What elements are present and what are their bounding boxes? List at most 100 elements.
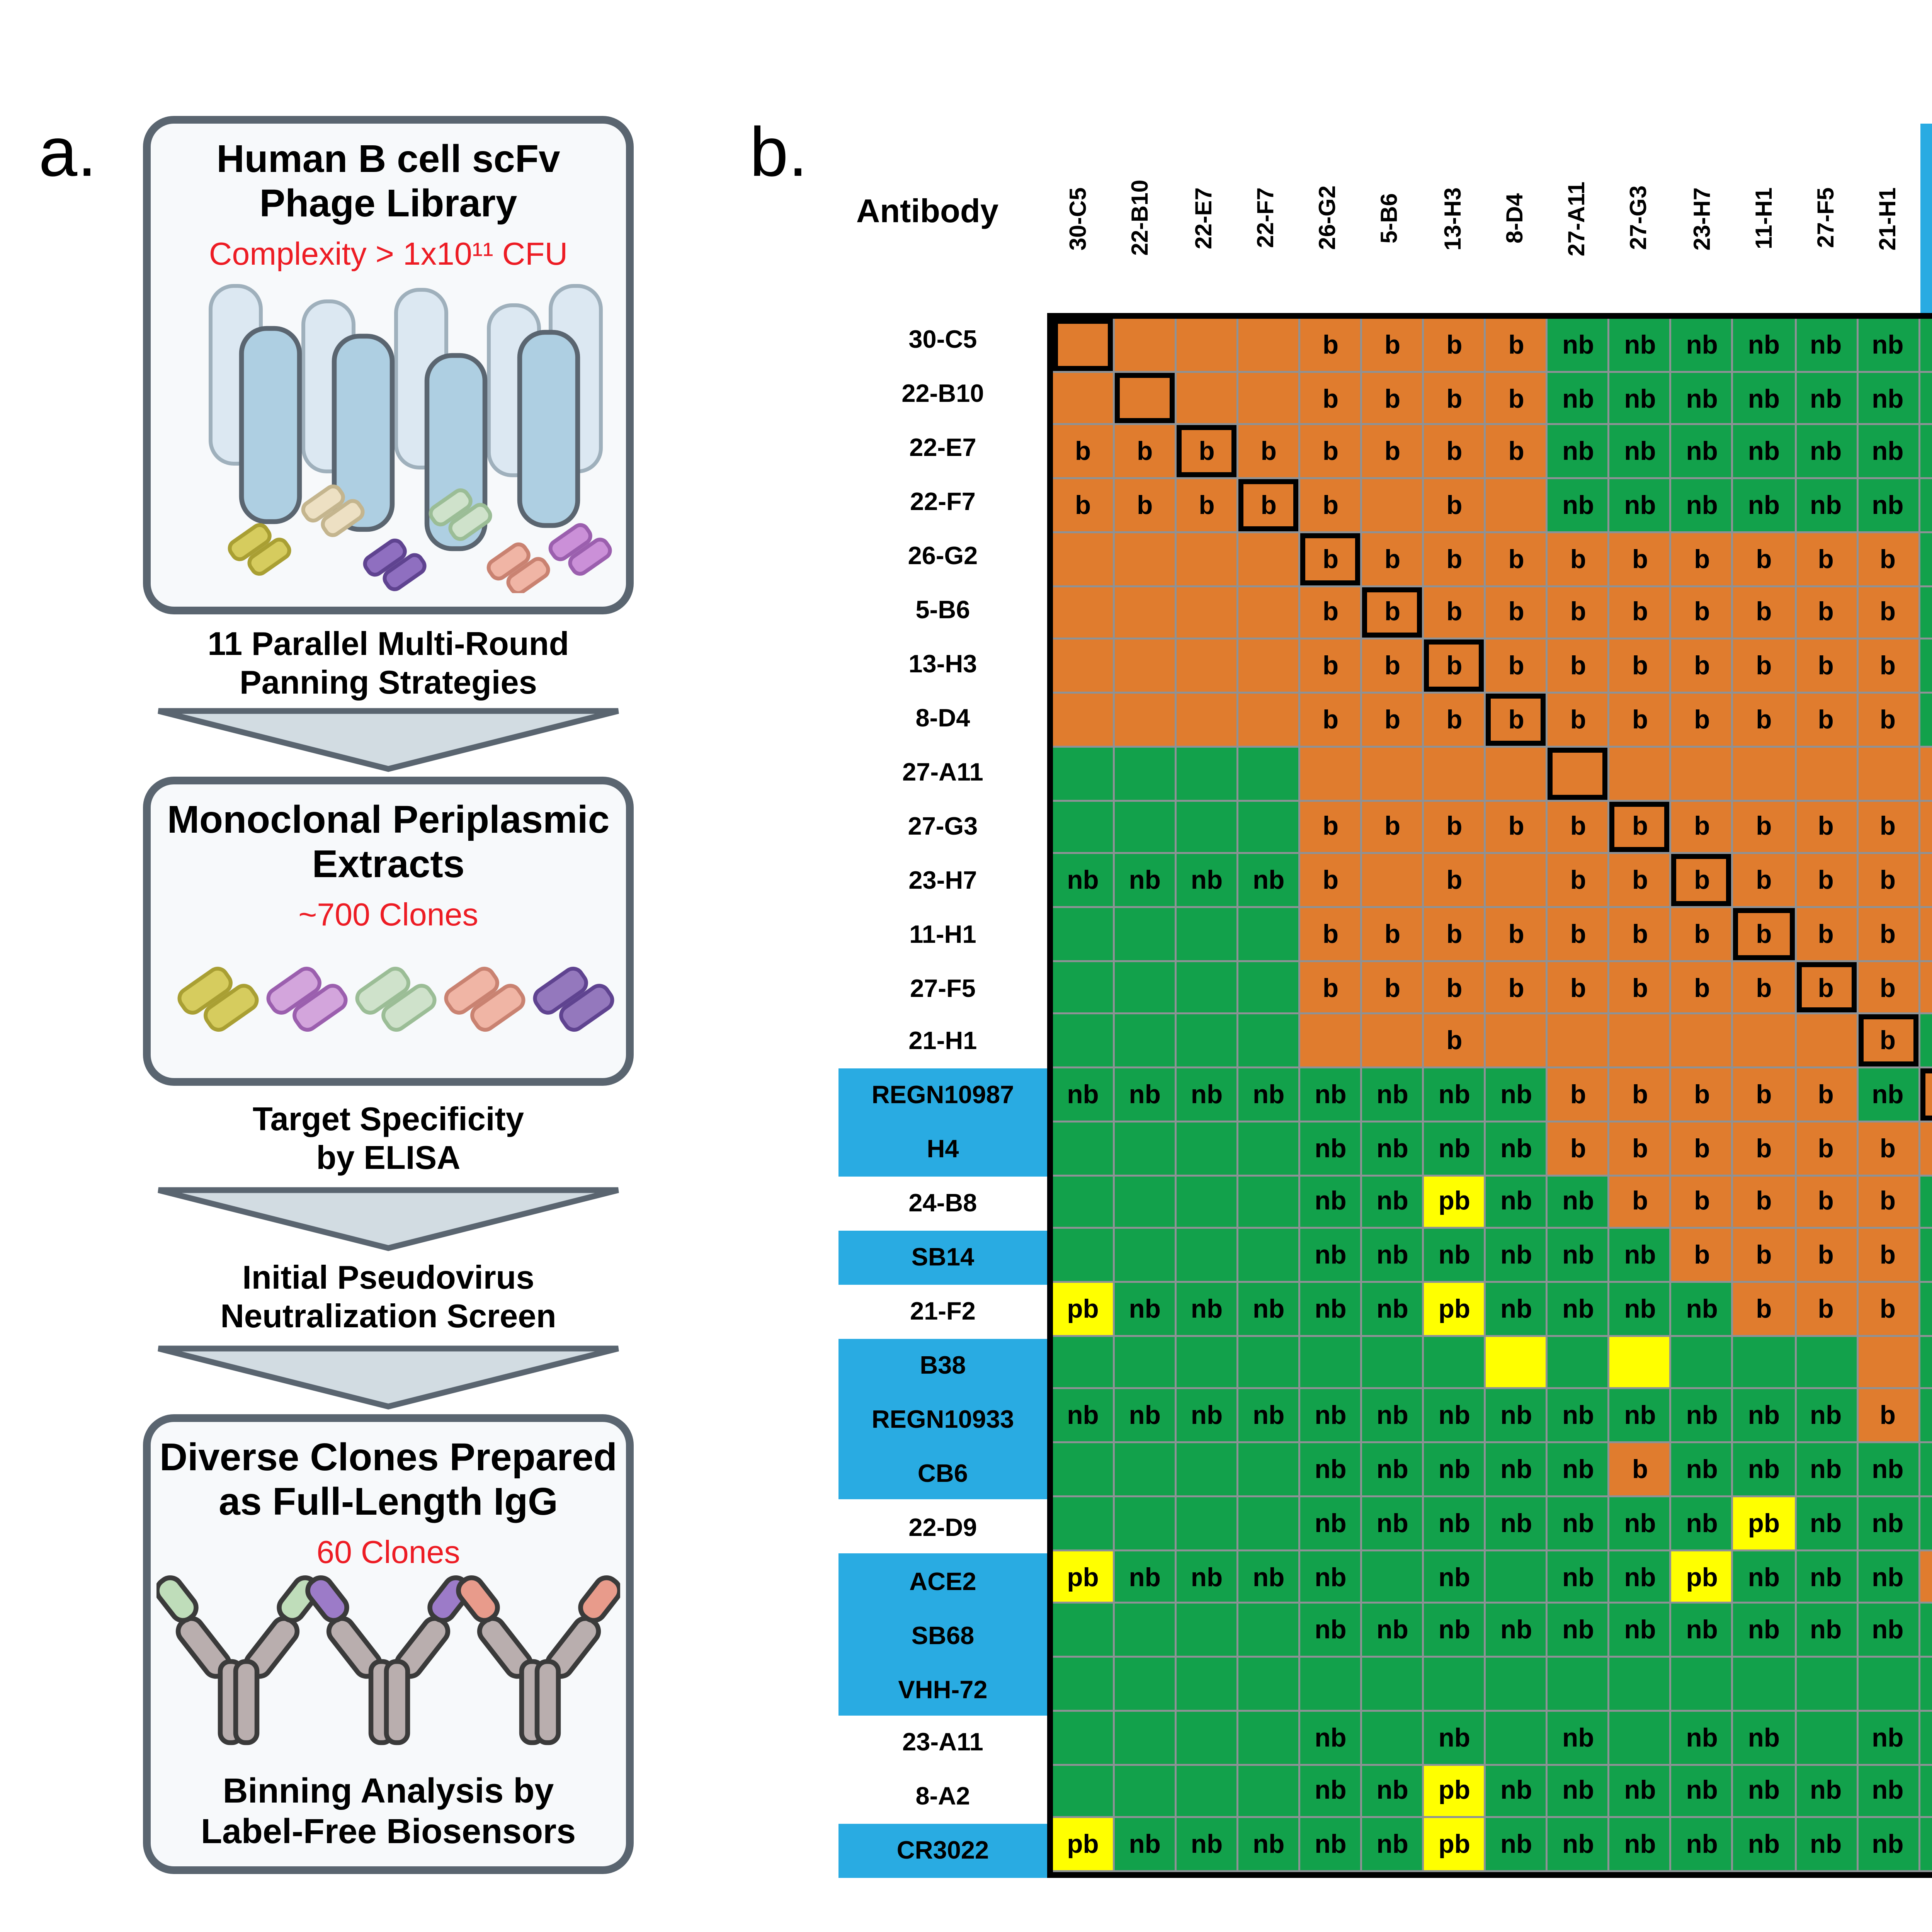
cell-27-G3-vs-27-A11: b: [1548, 801, 1610, 855]
cell-REGN10987-vs-13-H3: nb: [1424, 1068, 1486, 1122]
cell-21-H1-vs-8-D4: [1486, 1015, 1548, 1069]
cell-27-G3-vs-13-H3: b: [1424, 801, 1486, 855]
cell-22-D9-vs-22-B10: [1115, 1497, 1177, 1551]
cell-CR3022-vs-11-H1: nb: [1734, 1818, 1796, 1872]
cell-B38-vs-8-D4: [1486, 1336, 1548, 1390]
cell-24-B8-vs-11-H1: b: [1734, 1175, 1796, 1230]
cell-24-B8-vs-22-F7: [1238, 1175, 1301, 1230]
cell-REGN10987-vs-27-G3: b: [1610, 1068, 1672, 1122]
cell-8-D4-vs-27-G3: b: [1610, 694, 1672, 747]
cell-23-H7-vs-22-E7: nb: [1177, 854, 1239, 908]
cell-CB6-vs-11-H1: nb: [1734, 1444, 1796, 1497]
cell-22-F7-vs-21-H1: nb: [1857, 479, 1920, 533]
cell-SB68-vs-27-A11: nb: [1548, 1604, 1610, 1658]
cell-SB14-vs-27-A11: nb: [1548, 1229, 1610, 1283]
cell-22-B10-vs-27-A11: nb: [1548, 372, 1610, 426]
cell-26-G2-vs-27-G3: b: [1610, 533, 1672, 587]
cell-27-F5-vs-13-H3: b: [1424, 961, 1486, 1015]
cell-21-H1-vs-23-H7: [1672, 1015, 1734, 1069]
cell-21-F2-vs-27-G3: nb: [1610, 1283, 1672, 1337]
cell-13-H3-vs-27-A11: b: [1548, 640, 1610, 694]
cell-SB14-vs-22-B10: [1115, 1229, 1177, 1283]
cell-27-F5-vs-22-F7: [1238, 961, 1301, 1015]
cell-5-B6-vs-30-C5: [1053, 587, 1115, 640]
cell-ACE2-vs-26-G2: nb: [1300, 1551, 1363, 1604]
row-label-24-B8: 24-B8: [908, 1189, 977, 1218]
cell-13-H3-vs-27-G3: b: [1610, 640, 1672, 694]
cell-13-H3-vs-11-H1: b: [1734, 640, 1796, 694]
cell-H4-vs-11-H1: b: [1734, 1122, 1796, 1176]
cell-26-G2-vs-8-D4: b: [1486, 533, 1548, 587]
cell-26-G2-vs-27-F5: b: [1796, 533, 1858, 587]
cell-ACE2-vs-21-H1: nb: [1857, 1551, 1920, 1604]
row-label-REGN10933: REGN10933: [838, 1392, 1047, 1446]
cell-27-A11-vs-22-E7: [1177, 747, 1239, 801]
row-label-22-D9: 22-D9: [908, 1512, 977, 1541]
cell-27-A11-vs-26-G2: [1300, 747, 1363, 801]
cell-SB14-vs-11-H1: b: [1734, 1229, 1796, 1283]
cell-27-A11-vs-27-G3: [1610, 747, 1672, 801]
column-header-13-H3: 13-H3: [1439, 187, 1466, 250]
cell-22-D9-vs-30-C5: [1053, 1497, 1115, 1551]
cell-CR3022-vs-22-F7: nb: [1238, 1818, 1301, 1872]
cell-CB6-vs-22-E7: [1177, 1444, 1239, 1497]
cell-22-B10-vs-26-G2: b: [1300, 372, 1363, 426]
cell-5-B6-vs-5-B6: b: [1362, 587, 1425, 640]
cell-H4-vs-30-C5: [1053, 1122, 1115, 1176]
cell-27-A11-vs-REGN10987: b: [1919, 747, 1932, 801]
cell-22-E7-vs-27-A11: nb: [1548, 426, 1610, 480]
cell-SB14-vs-5-B6: nb: [1362, 1229, 1425, 1283]
cell-8-A2-vs-27-F5: nb: [1796, 1765, 1858, 1819]
cell-30-C5-vs-REGN10987: nb: [1919, 319, 1932, 372]
row-label-26-G2: 26-G2: [908, 541, 978, 570]
row-label-CR3022: CR3022: [838, 1823, 1047, 1878]
cell-22-E7-vs-22-E7: b: [1177, 426, 1239, 480]
cell-21-F2-vs-27-F5: b: [1796, 1283, 1858, 1337]
cell-B38-vs-11-H1: [1734, 1336, 1796, 1390]
cell-5-B6-vs-27-F5: b: [1796, 587, 1858, 640]
cell-ACE2-vs-13-H3: nb: [1424, 1551, 1486, 1604]
cell-24-B8-vs-21-H1: b: [1857, 1175, 1920, 1230]
cell-REGN10933-vs-13-H3: nb: [1424, 1390, 1486, 1444]
cell-13-H3-vs-27-F5: b: [1796, 640, 1858, 694]
cell-21-H1-vs-REGN10987: nb: [1919, 1015, 1932, 1069]
cell-SB68-vs-13-H3: nb: [1424, 1604, 1486, 1658]
cell-11-H1-vs-30-C5: [1053, 908, 1115, 962]
cell-22-B10-vs-11-H1: nb: [1734, 372, 1796, 426]
cell-CR3022-vs-13-H3: pb: [1424, 1818, 1486, 1872]
cell-REGN10933-vs-22-B10: nb: [1115, 1390, 1177, 1444]
cell-ACE2-vs-27-F5: nb: [1796, 1551, 1858, 1604]
cell-22-F7-vs-REGN10987: nb: [1919, 479, 1932, 533]
cell-5-B6-vs-22-E7: [1177, 587, 1239, 640]
cell-ACE2-vs-27-G3: nb: [1610, 1551, 1672, 1604]
cell-VHH-72-vs-22-B10: [1115, 1658, 1177, 1712]
cell-5-B6-vs-22-B10: [1115, 587, 1177, 640]
cell-22-B10-vs-5-B6: b: [1362, 372, 1425, 426]
periplasmic-extracts-box: Monoclonal Periplasmic Extracts ~700 Clo…: [143, 777, 634, 1086]
column-header-21-H1: 21-H1: [1874, 187, 1902, 250]
cell-22-D9-vs-22-E7: [1177, 1497, 1239, 1551]
cell-VHH-72-vs-26-G2: [1300, 1658, 1363, 1712]
cell-21-F2-vs-22-E7: nb: [1177, 1283, 1239, 1337]
cell-REGN10933-vs-30-C5: nb: [1053, 1390, 1115, 1444]
cell-5-B6-vs-21-H1: b: [1857, 587, 1920, 640]
cell-22-D9-vs-26-G2: nb: [1300, 1497, 1363, 1551]
cell-8-A2-vs-23-H7: nb: [1672, 1765, 1734, 1819]
cell-27-F5-vs-23-H7: b: [1672, 961, 1734, 1015]
cell-REGN10987-vs-30-C5: nb: [1053, 1068, 1115, 1122]
cell-REGN10987-vs-22-E7: nb: [1177, 1068, 1239, 1122]
column-header-REGN10987: REGN10987: [1919, 124, 1932, 313]
row-label-23-A11: 23-A11: [902, 1728, 983, 1757]
cell-26-G2-vs-22-E7: [1177, 533, 1239, 587]
cell-22-F7-vs-5-B6: [1362, 479, 1425, 533]
cell-ACE2-vs-5-B6: [1362, 1551, 1425, 1604]
cell-CB6-vs-22-B10: [1115, 1444, 1177, 1497]
cell-CB6-vs-8-D4: nb: [1486, 1444, 1548, 1497]
cell-22-B10-vs-21-H1: nb: [1857, 372, 1920, 426]
cell-23-A11-vs-21-H1: nb: [1857, 1711, 1920, 1765]
cell-B38-vs-22-E7: [1177, 1336, 1239, 1390]
cell-REGN10987-vs-11-H1: b: [1734, 1068, 1796, 1122]
cell-REGN10933-vs-21-H1: b: [1857, 1390, 1920, 1444]
row-label-27-G3: 27-G3: [908, 811, 978, 840]
cell-27-G3-vs-REGN10987: b: [1919, 801, 1932, 855]
